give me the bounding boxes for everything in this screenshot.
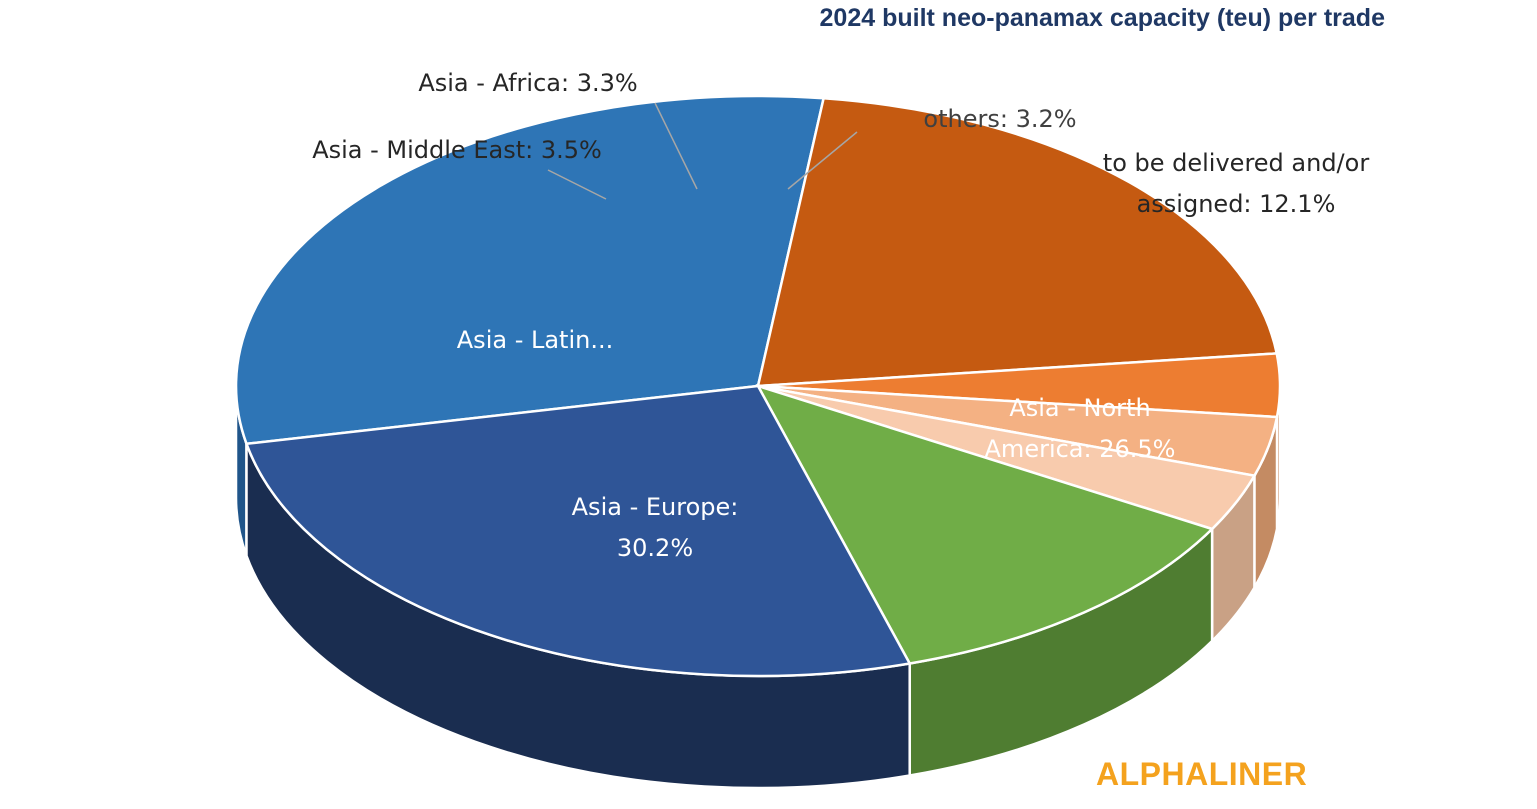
slice-label-1-0: Asia - Latin... — [457, 326, 613, 354]
slice-label-5-1: assigned: 12.1% — [1137, 190, 1336, 218]
slice-labels: Asia - Europe: 30.2% Asia - Latin... Asia -… — [312, 69, 1369, 562]
pie-slice-5 — [755, 383, 1215, 665]
leader-line-2 — [547, 169, 607, 200]
slice-label-0-0: Asia - Europe: — [572, 493, 739, 521]
slice-label-4-0: others: 3.2% — [923, 105, 1076, 133]
slice-label-3-0: Asia - Africa: 3.3% — [418, 69, 637, 97]
slice-label-0-1: 30.2% — [617, 534, 693, 562]
pie-slice-1 — [756, 96, 1279, 388]
leader-lines — [547, 102, 858, 200]
pie-slice-6 — [244, 384, 912, 678]
chart-title: 2024 built neo-panamax capacity (teu) pe… — [819, 4, 1385, 32]
pie-slices — [234, 94, 1282, 678]
slice-label-6-0: Asia - North — [1009, 394, 1150, 422]
slice-label-6-1: America: 26.5% — [985, 435, 1176, 463]
pie-slice-0 — [234, 94, 826, 446]
slice-label-2-0: Asia - Middle East: 3.5% — [312, 136, 602, 164]
leader-line-3 — [654, 102, 698, 190]
slice-label-5-0: to be delivered and/or — [1103, 149, 1370, 177]
leader-line-4 — [787, 131, 858, 190]
alphaliner-logo: ALPHALINER — [1096, 756, 1308, 792]
